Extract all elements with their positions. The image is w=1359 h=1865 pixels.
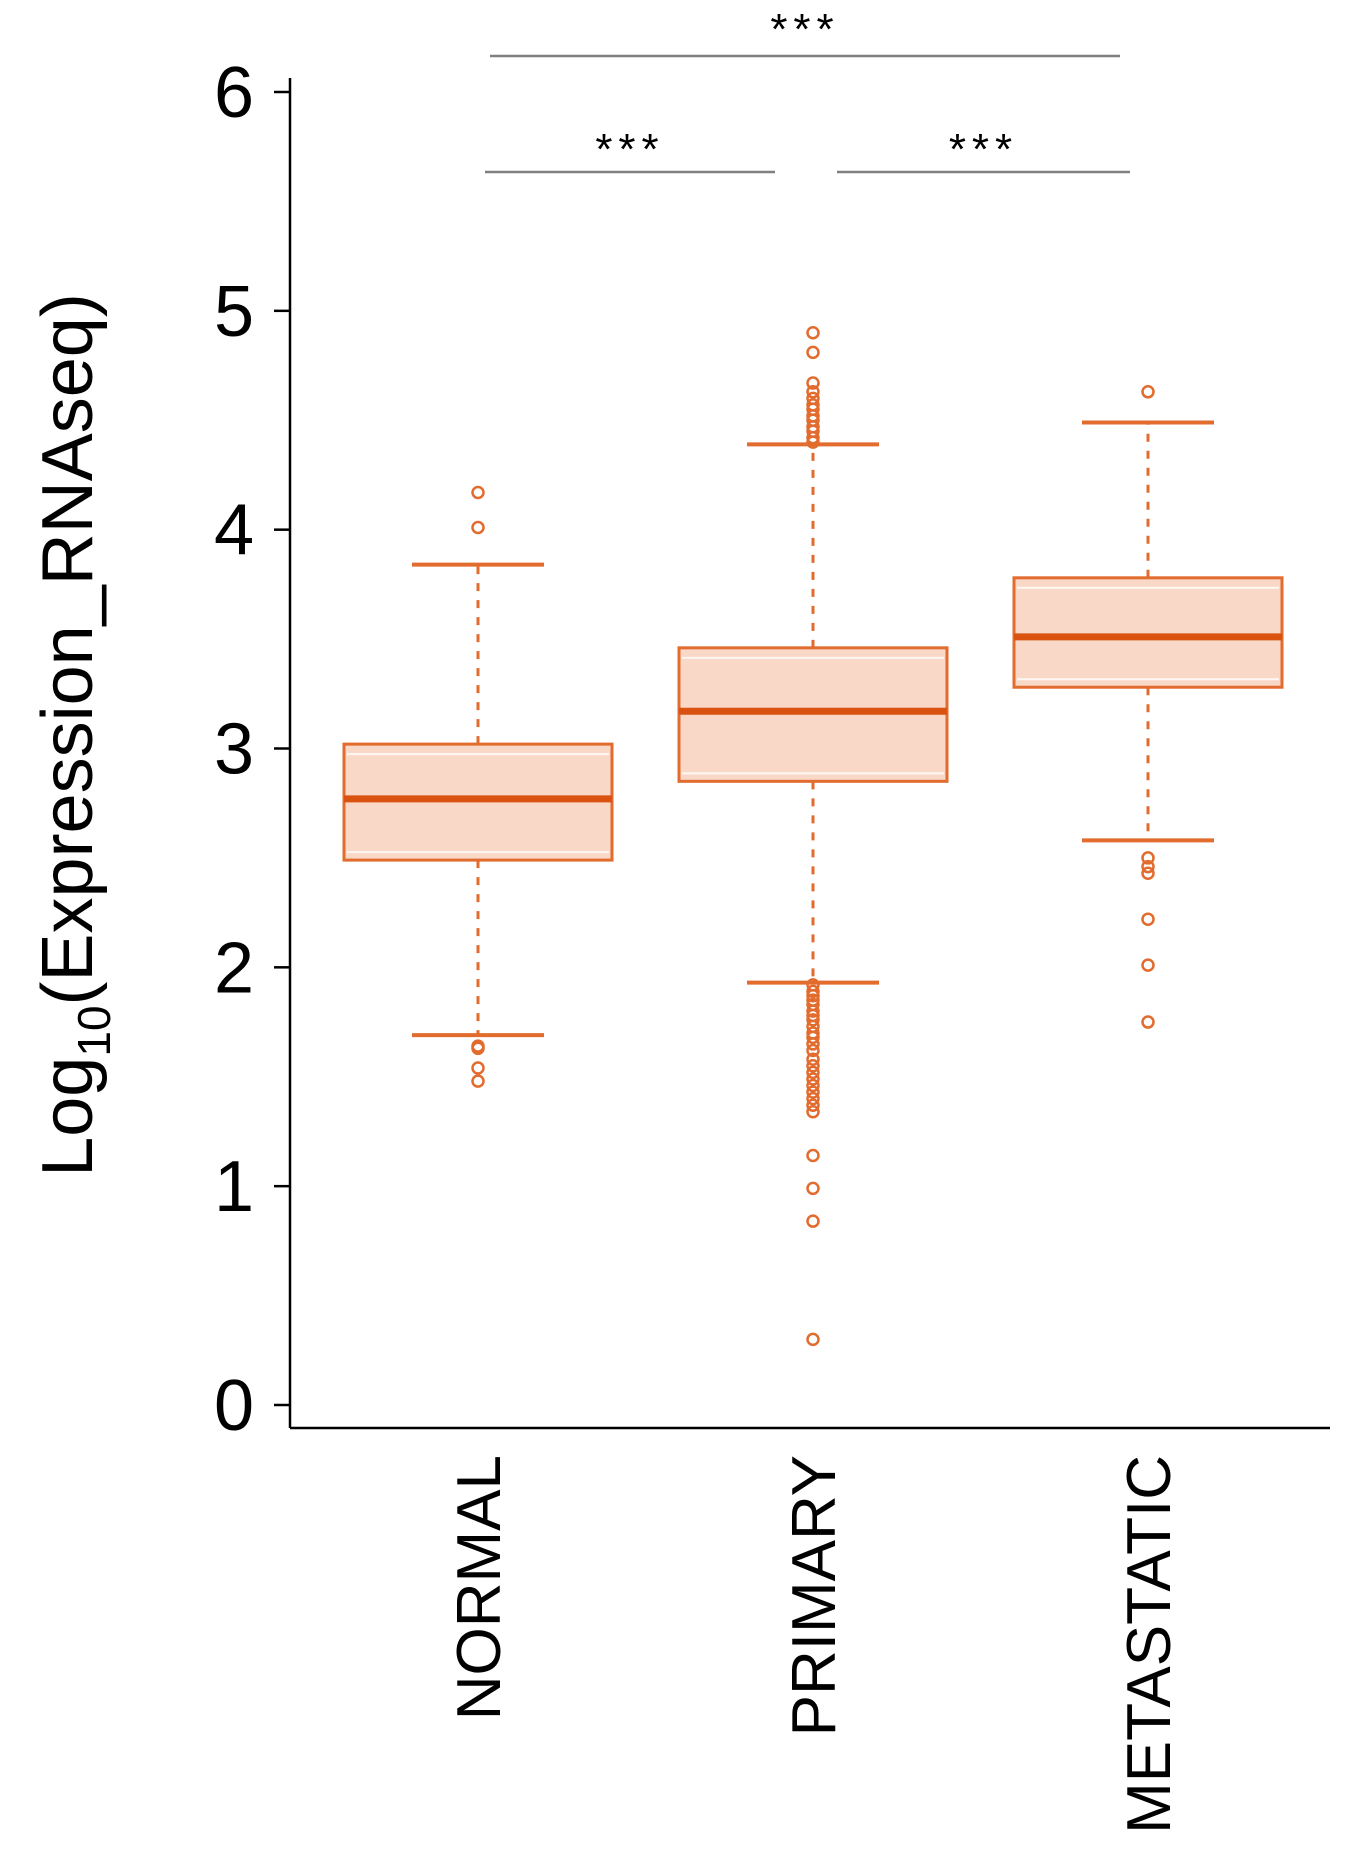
sig-normal-primary-label: *** [595, 125, 664, 174]
sig-normal-metastatic-label: *** [770, 5, 839, 54]
x-tick-label-normal: NORMAL [445, 1455, 514, 1720]
outlier-point-primary [806, 1105, 820, 1119]
y-tick-label-0: 0 [214, 1366, 254, 1446]
y-axis: 0 1 2 3 4 5 6 [214, 53, 1330, 1446]
outlier-point-primary [806, 1052, 820, 1066]
outlier-point-metastatic [1141, 859, 1155, 874]
outlier-point-primary [806, 1065, 820, 1080]
box-normal [342, 485, 614, 1088]
box-primary [677, 325, 949, 1347]
y-axis-label-suffix: (Expression_RNAseq) [28, 293, 108, 1005]
outlier-point-primary [806, 984, 820, 999]
outlier-point-primary [806, 1059, 820, 1073]
y-tick-label-6: 6 [214, 53, 254, 133]
x-tick-label-metastatic: METASTATIC [1115, 1455, 1184, 1834]
outlier-point-normal [471, 520, 485, 535]
y-tick-label-1: 1 [214, 1147, 254, 1227]
outlier-point-normal [471, 1074, 485, 1088]
outlier-point-primary [806, 1181, 820, 1196]
y-tick-label-2: 2 [214, 928, 254, 1008]
y-tick-label-4: 4 [214, 491, 254, 571]
outlier-point-metastatic [1141, 1015, 1155, 1029]
box-metastatic [1012, 385, 1284, 1029]
y-axis-label-subscript: 10 [68, 1005, 120, 1056]
outlier-point-primary [806, 1091, 820, 1106]
outlier-point-primary [806, 1078, 820, 1093]
outlier-point-metastatic [1141, 958, 1155, 972]
significance-brackets: *** *** *** [485, 5, 1130, 174]
x-axis-labels: NORMAL PRIMARY METASTATIC [445, 1455, 1184, 1834]
outlier-point-primary [806, 1013, 820, 1027]
outlier-point-primary [806, 989, 820, 1003]
outlier-point-metastatic [1141, 912, 1155, 926]
outlier-point-primary [806, 1214, 820, 1228]
box-body-metastatic [1012, 576, 1284, 689]
outlier-point-metastatic [1141, 385, 1155, 399]
outlier-point-primary [806, 1037, 820, 1051]
x-tick-label-primary: PRIMARY [780, 1455, 849, 1736]
outlier-point-primary [806, 385, 820, 399]
outlier-point-normal [471, 485, 485, 500]
y-tick-label-5: 5 [214, 272, 254, 352]
outlier-point-primary [806, 1030, 820, 1045]
outlier-point-primary [806, 1004, 820, 1018]
outlier-point-primary [806, 1098, 820, 1112]
outlier-point-primary [806, 345, 820, 360]
sig-primary-metastatic-label: *** [949, 125, 1018, 174]
outlier-point-primary [806, 376, 820, 390]
outlier-point-metastatic [1141, 866, 1155, 880]
outlier-point-primary [806, 325, 820, 340]
y-tick-label-3: 3 [214, 710, 254, 790]
y-axis-label-prefix: Log [28, 1057, 108, 1177]
outlier-point-primary [806, 1043, 820, 1058]
outlier-point-primary [806, 435, 820, 449]
outlier-point-primary [806, 1332, 820, 1347]
y-axis-label: Log10(Expression_RNAseq) [28, 293, 120, 1177]
outlier-point-normal [471, 1061, 485, 1075]
boxes [342, 325, 1284, 1347]
outlier-point-primary [806, 1072, 820, 1086]
outlier-point-primary [806, 1148, 820, 1163]
outlier-point-primary [806, 431, 820, 445]
outlier-point-metastatic [1141, 851, 1155, 865]
outlier-point-primary [806, 1085, 820, 1099]
outlier-point-normal [471, 1041, 485, 1056]
